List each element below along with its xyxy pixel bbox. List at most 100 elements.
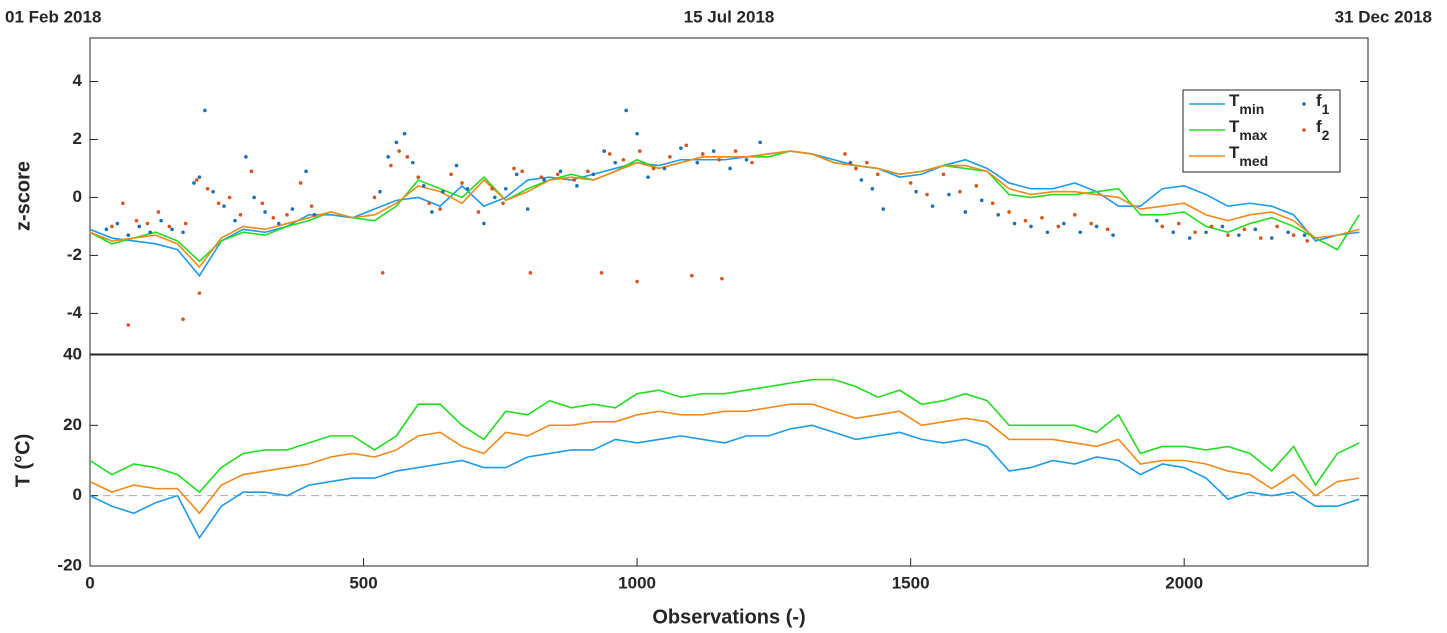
scatter-point: [572, 178, 576, 182]
scatter-point: [271, 215, 276, 220]
scatter-point: [635, 131, 639, 136]
scatter-point: [514, 172, 519, 177]
scatter-point: [126, 233, 131, 237]
series-line: [89, 150, 1360, 278]
scatter-point: [859, 178, 864, 182]
scatter-point: [990, 201, 995, 206]
series-line: [89, 424, 1360, 540]
scatter-point: [558, 169, 563, 174]
scatter-point: [441, 189, 445, 194]
scatter-point: [402, 131, 407, 136]
scatter-point: [733, 149, 738, 153]
scatter-point: [512, 166, 516, 171]
scatter-point: [501, 201, 505, 206]
scatter-point: [386, 155, 390, 159]
scatter-point: [974, 184, 979, 188]
legend-subscript: med: [1239, 153, 1268, 169]
scatter-point: [205, 186, 210, 191]
x-tick-label: 1000: [618, 573, 656, 592]
x-axis-label: Observations (-): [652, 606, 805, 628]
scatter-point: [227, 195, 232, 200]
scatter-point: [490, 186, 494, 191]
scatter-point: [167, 224, 172, 229]
scatter-point: [438, 207, 442, 211]
scatter-point: [397, 149, 401, 153]
scatter-point: [170, 227, 174, 232]
scatter-point: [416, 175, 421, 179]
scatter-point: [465, 186, 470, 191]
scatter-point: [197, 291, 202, 295]
x-tick-label: 1500: [892, 573, 930, 592]
scatter-point: [194, 178, 199, 182]
scatter-point: [233, 218, 237, 223]
scatter-point: [183, 221, 188, 226]
scatter-point: [1204, 230, 1208, 235]
scatter-point: [542, 178, 546, 182]
scatter-point: [389, 163, 393, 168]
legend-subscript: 1: [1322, 101, 1330, 117]
scatter-point: [979, 198, 984, 203]
scatter-point: [372, 195, 377, 200]
scatter-point: [121, 201, 125, 206]
date-label: 31 Dec 2018: [1335, 7, 1432, 26]
scatter-point: [679, 146, 683, 150]
scatter-point: [197, 175, 202, 179]
scatter-point: [525, 207, 530, 211]
scatter-point: [1226, 233, 1230, 237]
scatter-point: [958, 189, 962, 194]
x-tick-label: 0: [85, 573, 94, 592]
legend-label: Tmax: [1229, 117, 1268, 142]
scatter-point: [493, 195, 497, 200]
plot-frame: [89, 37, 1369, 355]
scatter-point: [285, 213, 289, 217]
scatter-point: [1286, 230, 1290, 235]
y-tick-label: 4: [73, 71, 83, 90]
scatter-point: [1056, 224, 1061, 229]
series-line: [89, 403, 1360, 515]
scatter-point: [1023, 218, 1028, 223]
y-axis-label: T (°C): [12, 434, 34, 488]
y-tick-label: 0: [73, 485, 82, 504]
scatter-point: [695, 160, 700, 165]
scatter-point: [1012, 221, 1017, 226]
scatter-point: [134, 218, 139, 223]
scatter-point: [159, 218, 163, 223]
scatter-point: [249, 169, 254, 174]
scatter-point: [394, 140, 399, 145]
scatter-point: [1045, 230, 1050, 235]
y-tick-label: 0: [73, 187, 82, 206]
scatter-point: [1029, 224, 1033, 229]
scatter-point: [260, 201, 265, 206]
y-tick-label: 20: [63, 415, 82, 434]
scatter-point: [454, 163, 459, 168]
legend-label: Tmin: [1229, 91, 1264, 116]
y-tick-label: -4: [67, 303, 83, 322]
scatter-point: [744, 157, 749, 162]
legend-subscript: min: [1239, 101, 1264, 117]
scatter-point: [684, 143, 689, 148]
legend-label: f2: [1316, 117, 1330, 142]
legend-name: T: [1229, 91, 1240, 110]
scatter-point: [947, 192, 951, 197]
scatter-point: [941, 172, 946, 177]
x-tick-label: 500: [349, 573, 377, 592]
scatter-point: [1111, 233, 1115, 237]
scatter-point: [460, 181, 464, 185]
scatter-point: [449, 172, 453, 177]
scatter-point: [115, 221, 120, 226]
y-tick-label: -2: [67, 245, 82, 264]
scatter-point: [192, 181, 196, 185]
date-label: 01 Feb 2018: [5, 7, 101, 26]
scatter-point: [662, 166, 667, 171]
scatter-point: [586, 169, 590, 174]
scatter-point: [211, 189, 215, 194]
scatter-point: [1072, 213, 1077, 217]
scatter-point: [607, 152, 612, 156]
scatter-point: [914, 189, 918, 194]
scatter-point: [156, 210, 161, 214]
scatter-point: [1160, 224, 1165, 229]
scatter-point: [848, 160, 853, 165]
scatter-point: [668, 155, 672, 159]
